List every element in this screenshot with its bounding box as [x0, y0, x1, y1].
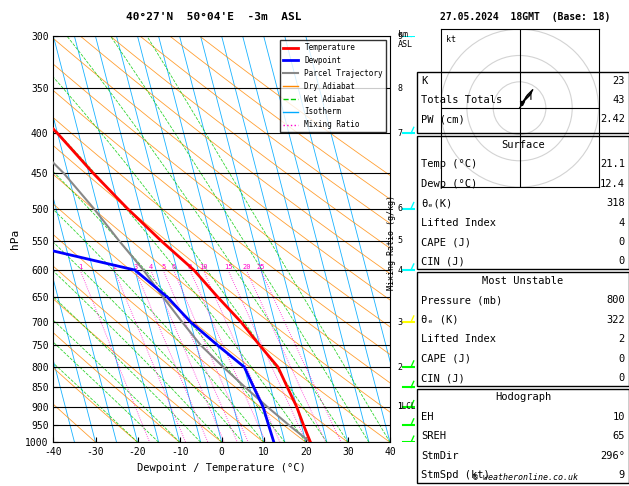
- Text: 0: 0: [618, 373, 625, 383]
- Bar: [417, 389, 629, 483]
- Text: Totals Totals: Totals Totals: [421, 95, 503, 105]
- X-axis label: Dewpoint / Temperature (°C): Dewpoint / Temperature (°C): [137, 463, 306, 473]
- Text: 43: 43: [612, 95, 625, 105]
- Text: 40°27'N  50°04'E  -3m  ASL: 40°27'N 50°04'E -3m ASL: [126, 12, 302, 22]
- Text: 65: 65: [612, 431, 625, 441]
- Text: 0: 0: [618, 354, 625, 364]
- Bar: [417, 72, 629, 133]
- Text: 0: 0: [618, 237, 625, 247]
- Text: EH: EH: [421, 412, 434, 422]
- Text: 10: 10: [199, 264, 208, 270]
- Text: θₑ (K): θₑ (K): [421, 315, 459, 325]
- Legend: Temperature, Dewpoint, Parcel Trajectory, Dry Adiabat, Wet Adiabat, Isotherm, Mi: Temperature, Dewpoint, Parcel Trajectory…: [280, 40, 386, 132]
- Text: 2: 2: [398, 363, 403, 372]
- Text: 25: 25: [257, 264, 265, 270]
- Text: km: km: [398, 30, 408, 39]
- Text: 23: 23: [612, 76, 625, 86]
- Text: 322: 322: [606, 315, 625, 325]
- Text: CAPE (J): CAPE (J): [421, 237, 471, 247]
- Text: θₑ(K): θₑ(K): [421, 198, 452, 208]
- Text: 318: 318: [606, 198, 625, 208]
- Y-axis label: hPa: hPa: [9, 229, 19, 249]
- Bar: [417, 272, 629, 386]
- Text: 9: 9: [618, 470, 625, 480]
- Text: Lifted Index: Lifted Index: [421, 218, 496, 227]
- Text: 1: 1: [78, 264, 82, 270]
- Text: 5: 5: [161, 264, 165, 270]
- Text: 3: 3: [133, 264, 137, 270]
- Text: 5: 5: [398, 236, 403, 245]
- Text: StmSpd (kt): StmSpd (kt): [421, 470, 490, 480]
- Bar: [417, 136, 629, 269]
- Text: Temp (°C): Temp (°C): [421, 159, 477, 169]
- Text: CIN (J): CIN (J): [421, 257, 465, 266]
- Text: 8: 8: [188, 264, 192, 270]
- Text: Lifted Index: Lifted Index: [421, 334, 496, 344]
- Text: 6: 6: [171, 264, 175, 270]
- Text: 1: 1: [398, 402, 403, 411]
- Text: 1LCL: 1LCL: [398, 402, 416, 411]
- Text: CIN (J): CIN (J): [421, 373, 465, 383]
- Text: Mixing Ratio (g/kg): Mixing Ratio (g/kg): [387, 195, 396, 291]
- Text: K: K: [421, 76, 428, 86]
- Text: © weatheronline.co.uk: © weatheronline.co.uk: [473, 473, 577, 482]
- Point: [517, 99, 527, 107]
- Text: SREH: SREH: [421, 431, 446, 441]
- Text: Dewp (°C): Dewp (°C): [421, 179, 477, 189]
- Text: 6: 6: [398, 204, 403, 213]
- Text: 0: 0: [618, 257, 625, 266]
- Text: 27.05.2024  18GMT  (Base: 18): 27.05.2024 18GMT (Base: 18): [440, 12, 610, 22]
- Text: 10: 10: [612, 412, 625, 422]
- Text: kt: kt: [446, 35, 456, 44]
- Text: 2: 2: [618, 334, 625, 344]
- Text: 4: 4: [618, 218, 625, 227]
- Text: 8: 8: [398, 84, 403, 93]
- Text: 296°: 296°: [600, 451, 625, 461]
- Text: 4: 4: [148, 264, 153, 270]
- Text: 21.1: 21.1: [600, 159, 625, 169]
- Text: 3: 3: [398, 317, 403, 327]
- Text: 4: 4: [398, 265, 403, 275]
- Text: 2.42: 2.42: [600, 115, 625, 124]
- Text: 7: 7: [398, 129, 403, 138]
- Text: 15: 15: [224, 264, 232, 270]
- Text: Surface: Surface: [501, 140, 545, 150]
- Text: StmDir: StmDir: [421, 451, 459, 461]
- Text: Hodograph: Hodograph: [495, 393, 551, 402]
- Text: 800: 800: [606, 295, 625, 305]
- Text: Pressure (mb): Pressure (mb): [421, 295, 503, 305]
- Text: Most Unstable: Most Unstable: [482, 276, 564, 286]
- Text: 12.4: 12.4: [600, 179, 625, 189]
- Text: PW (cm): PW (cm): [421, 115, 465, 124]
- Text: ASL: ASL: [398, 40, 413, 49]
- Text: 20: 20: [242, 264, 250, 270]
- Text: CAPE (J): CAPE (J): [421, 354, 471, 364]
- Text: 2: 2: [112, 264, 116, 270]
- Text: 9: 9: [398, 32, 403, 41]
